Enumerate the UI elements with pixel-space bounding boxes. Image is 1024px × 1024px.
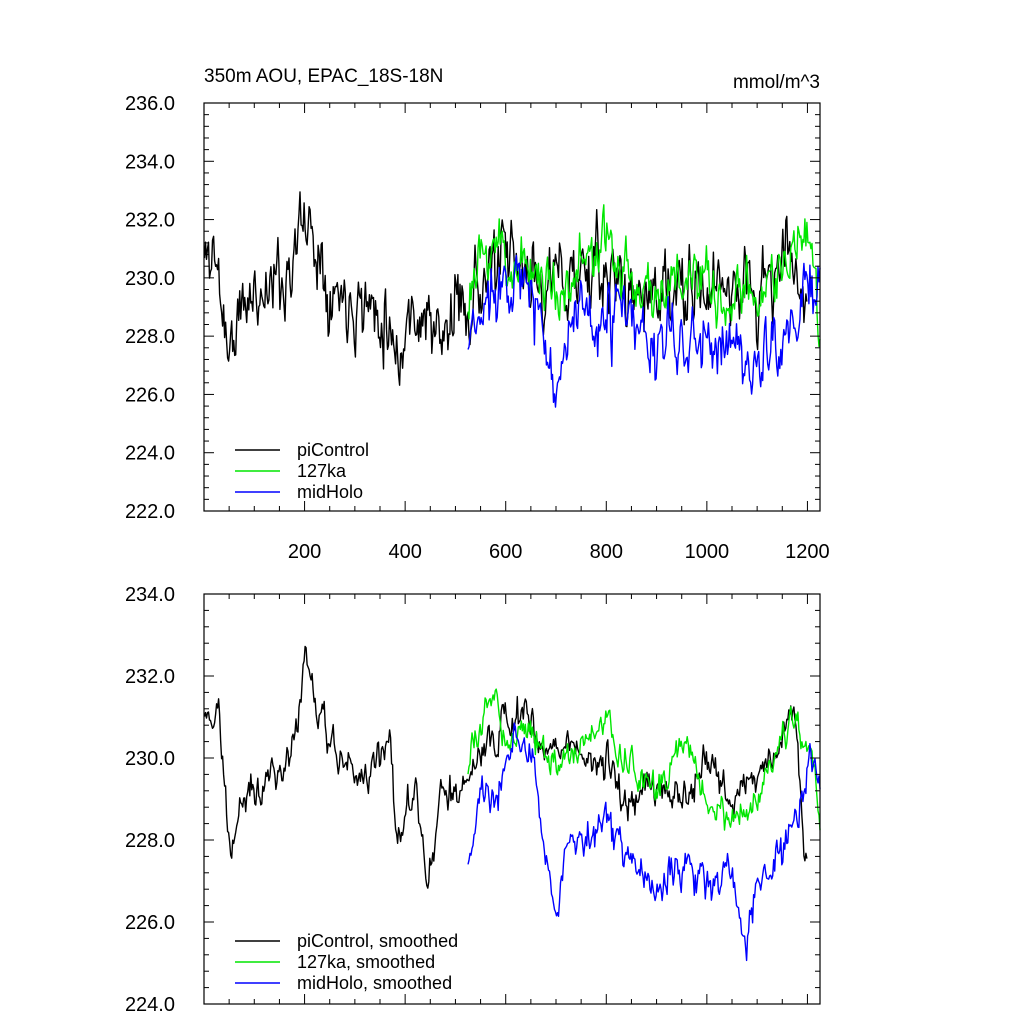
legend-label-midholo: midHolo [297, 482, 363, 502]
series-line-127ka [467, 204, 821, 348]
y-tick-label: 224.0 [125, 994, 175, 1016]
legend-label-127ka-smoothed: 127ka, smoothed [297, 952, 435, 972]
chart-title: 350m AOU, EPAC_18S-18N [204, 66, 443, 87]
series-line-picontrol-smoothed [203, 645, 808, 889]
x-tick-label: 200 [288, 541, 321, 563]
units-label: mmol/m^3 [733, 72, 820, 93]
top-axis-ticks: 200 400 600 800 1000 1200 222.0 224.0 226.0 228.0… [125, 93, 830, 563]
bottom-plot-frame [203, 593, 821, 1005]
top-legend: piControl 127ka midHolo [235, 440, 369, 502]
x-tick-label: 800 [590, 541, 623, 563]
legend-label-picontrol: piControl [297, 440, 369, 460]
series-line-picontrol [203, 191, 808, 386]
top-series-group [203, 191, 821, 408]
series-line-midholo-smoothed [467, 722, 821, 962]
legend-label-midholo-smoothed: midHolo, smoothed [297, 973, 452, 993]
y-tick-label: 236.0 [125, 93, 175, 115]
y-tick-label: 226.0 [125, 384, 175, 406]
x-tick-label: 1000 [685, 541, 730, 563]
x-tick-label: 600 [489, 541, 522, 563]
y-tick-label: 224.0 [125, 443, 175, 465]
series-line-midholo [467, 254, 821, 408]
bottom-panel: 224.0 226.0 228.0 230.0 232.0 234.0 piControl… [125, 584, 821, 1016]
y-tick-label: 228.0 [125, 830, 175, 852]
top-plot-frame [203, 102, 821, 512]
y-tick-label: 232.0 [125, 210, 175, 232]
bottom-legend: piControl, smoothed 127ka, smoothed midH… [235, 931, 458, 993]
legend-label-127ka: 127ka [297, 461, 347, 481]
legend-label-picontrol-smoothed: piControl, smoothed [297, 931, 458, 951]
top-panel: 200 400 600 800 1000 1200 222.0 224.0 226.0 228.0… [125, 93, 830, 563]
y-tick-label: 234.0 [125, 151, 175, 173]
y-tick-label: 230.0 [125, 748, 175, 770]
series-line-127ka-smoothed [467, 688, 821, 831]
x-tick-label: 1200 [785, 541, 830, 563]
y-tick-label: 230.0 [125, 268, 175, 290]
y-tick-label: 232.0 [125, 666, 175, 688]
y-tick-label: 228.0 [125, 326, 175, 348]
y-tick-label: 222.0 [125, 501, 175, 523]
bottom-axis-ticks: 224.0 226.0 228.0 230.0 232.0 234.0 [125, 584, 820, 1016]
x-tick-label: 400 [388, 541, 421, 563]
y-tick-label: 226.0 [125, 912, 175, 934]
bottom-series-group [203, 645, 821, 962]
y-tick-label: 234.0 [125, 584, 175, 606]
